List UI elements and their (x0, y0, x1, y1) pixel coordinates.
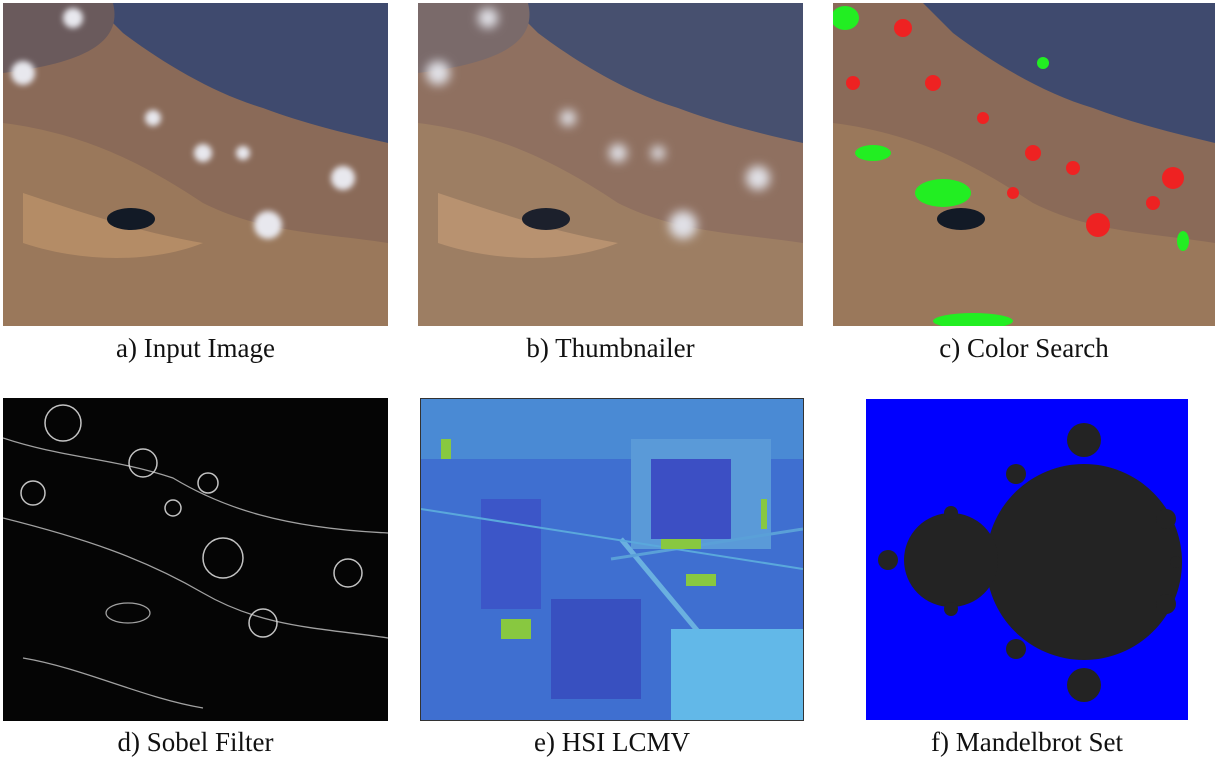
input-image (3, 3, 388, 326)
caption-color-search: c) Color Search (939, 333, 1109, 363)
thumbnailer-image (418, 3, 803, 326)
color-search-image (833, 3, 1215, 326)
caption-thumbnailer: b) Thumbnailer (526, 333, 695, 363)
caption-input-image: a) Input Image (116, 333, 275, 363)
sobel-filter-image (3, 398, 388, 721)
caption-mandelbrot-set: f) Mandelbrot Set (931, 727, 1123, 757)
caption-hsi-lcmv: e) HSI LCMV (534, 727, 690, 757)
mandelbrot-set-image (866, 399, 1188, 720)
caption-sobel-filter: d) Sobel Filter (117, 727, 274, 757)
hsi-lcmv-image (420, 398, 804, 721)
